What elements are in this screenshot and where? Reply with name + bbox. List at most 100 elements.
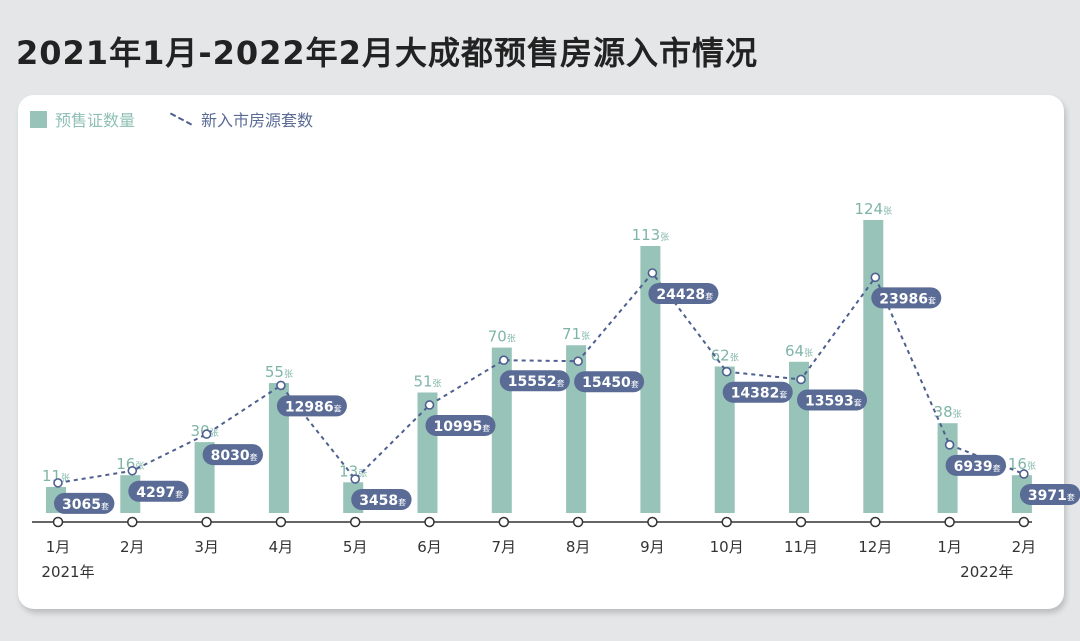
x-tick-label: 3月 <box>194 538 219 556</box>
line-unit-label: 套 <box>928 295 936 305</box>
x-tick-label: 1月 <box>937 538 962 556</box>
line-value-pill <box>871 287 942 309</box>
page-title: 2021年1月-2022年2月大成都预售房源入市情况 <box>16 34 758 72</box>
bar-unit-label: 张 <box>1027 461 1036 472</box>
line-point <box>721 366 732 377</box>
line-value-pill <box>351 489 412 511</box>
bar-unit-label: 张 <box>358 468 367 479</box>
bar-unit-label: 张 <box>804 348 813 359</box>
line-unit-label: 套 <box>101 501 109 511</box>
line-point <box>53 478 63 488</box>
x-tick-label: 8月 <box>566 538 591 556</box>
legend-line-label: 新入市房源套数 <box>201 111 314 130</box>
bar-value-label: 71张 <box>562 325 590 343</box>
line-point <box>201 429 212 439</box>
bar <box>640 245 661 513</box>
line-value-label: 24428套 <box>656 287 713 303</box>
year-label-2021: 2021年 <box>41 563 94 581</box>
x-axis-tick <box>870 516 881 528</box>
bar-unit-label: 张 <box>953 409 962 420</box>
bar-unit-label: 张 <box>61 473 70 484</box>
x-tick-label: 7月 <box>492 538 517 556</box>
line-value-label: 12986套 <box>285 399 342 415</box>
bar-value-label: 51张 <box>413 372 441 390</box>
bar <box>714 366 735 513</box>
line-point <box>647 268 658 278</box>
bar <box>417 392 438 513</box>
line-value-label: 3065套 <box>62 497 109 513</box>
line-value-label: 23986套 <box>879 291 936 307</box>
x-axis-tick <box>721 516 732 528</box>
line-point <box>424 400 435 410</box>
line-value-label: 3971套 <box>1028 488 1075 504</box>
x-axis-tick <box>572 516 584 528</box>
line-value-pill <box>202 444 263 466</box>
line-unit-label: 套 <box>631 379 639 389</box>
bar-value-label: 55张 <box>265 363 293 381</box>
line-series <box>57 271 1025 484</box>
line-value-label: 6939套 <box>954 459 1001 475</box>
line-unit-label: 套 <box>557 378 565 388</box>
line-value-label: 15552套 <box>508 374 565 390</box>
bar-unit-label: 张 <box>581 331 590 342</box>
line-value-label: 14382套 <box>731 386 788 402</box>
line-unit-label: 套 <box>398 497 406 507</box>
x-tick-label: 1月 <box>46 538 71 556</box>
bar-unit-label: 张 <box>210 428 219 439</box>
line-point <box>796 374 806 385</box>
legend-bar-swatch <box>30 110 47 128</box>
line-point <box>498 355 509 366</box>
line-unit-label: 套 <box>1067 492 1075 502</box>
bar <box>863 220 884 513</box>
x-axis-tick <box>349 516 361 528</box>
line-value-pill <box>722 381 793 403</box>
line-value-label: 10995套 <box>434 419 491 435</box>
x-tick-label: 2月 <box>1012 538 1037 556</box>
line-value-pill <box>54 492 115 514</box>
legend-bar-label: 预售证数量 <box>55 111 136 130</box>
line-point <box>1019 469 1029 479</box>
bar-value-label: 64张 <box>785 342 813 360</box>
legend: 预售证数量 新入市房源套数 <box>30 106 347 132</box>
line-unit-label: 套 <box>779 390 787 400</box>
bar-unit-label: 张 <box>433 378 442 389</box>
line-unit-label: 套 <box>175 489 183 499</box>
line-value-pill <box>128 480 189 502</box>
bar <box>789 361 809 513</box>
line-value-pill <box>945 454 1006 476</box>
line-point <box>573 356 583 367</box>
line-point <box>944 440 955 450</box>
line-value-label: 15450套 <box>582 375 639 391</box>
bar-value-label: 113张 <box>632 226 670 244</box>
line-value-label: 13593套 <box>805 393 862 409</box>
bar <box>566 345 587 513</box>
x-tick-label: 5月 <box>343 538 368 556</box>
bar-value-label: 70张 <box>488 328 516 346</box>
line-unit-label: 套 <box>250 452 258 462</box>
x-axis-tick <box>944 516 955 528</box>
line-value-label: 4297套 <box>136 485 183 501</box>
line-value-pill <box>276 395 347 417</box>
line-value-pill <box>1019 483 1080 505</box>
x-tick-label: 4月 <box>269 538 294 556</box>
x-axis-tick <box>498 516 510 528</box>
x-axis-tick <box>1018 516 1030 528</box>
x-tick-label: 10月 <box>710 538 744 556</box>
line-value-pill <box>499 370 570 392</box>
line-point <box>127 465 138 476</box>
line-unit-label: 套 <box>854 397 862 407</box>
line-unit-label: 套 <box>993 463 1001 473</box>
bar-unit-label: 张 <box>730 353 739 364</box>
line-value-pill <box>797 389 867 411</box>
line-value-label: 3458套 <box>359 493 406 509</box>
line-point <box>350 474 361 484</box>
x-axis-tick <box>127 516 138 528</box>
x-axis-tick <box>275 516 287 528</box>
x-tick-label: 9月 <box>640 538 665 556</box>
chart-card <box>18 95 1064 609</box>
bar-unit-label: 张 <box>284 369 293 380</box>
x-axis-tick <box>52 516 64 528</box>
bar-unit-label: 张 <box>883 206 892 217</box>
